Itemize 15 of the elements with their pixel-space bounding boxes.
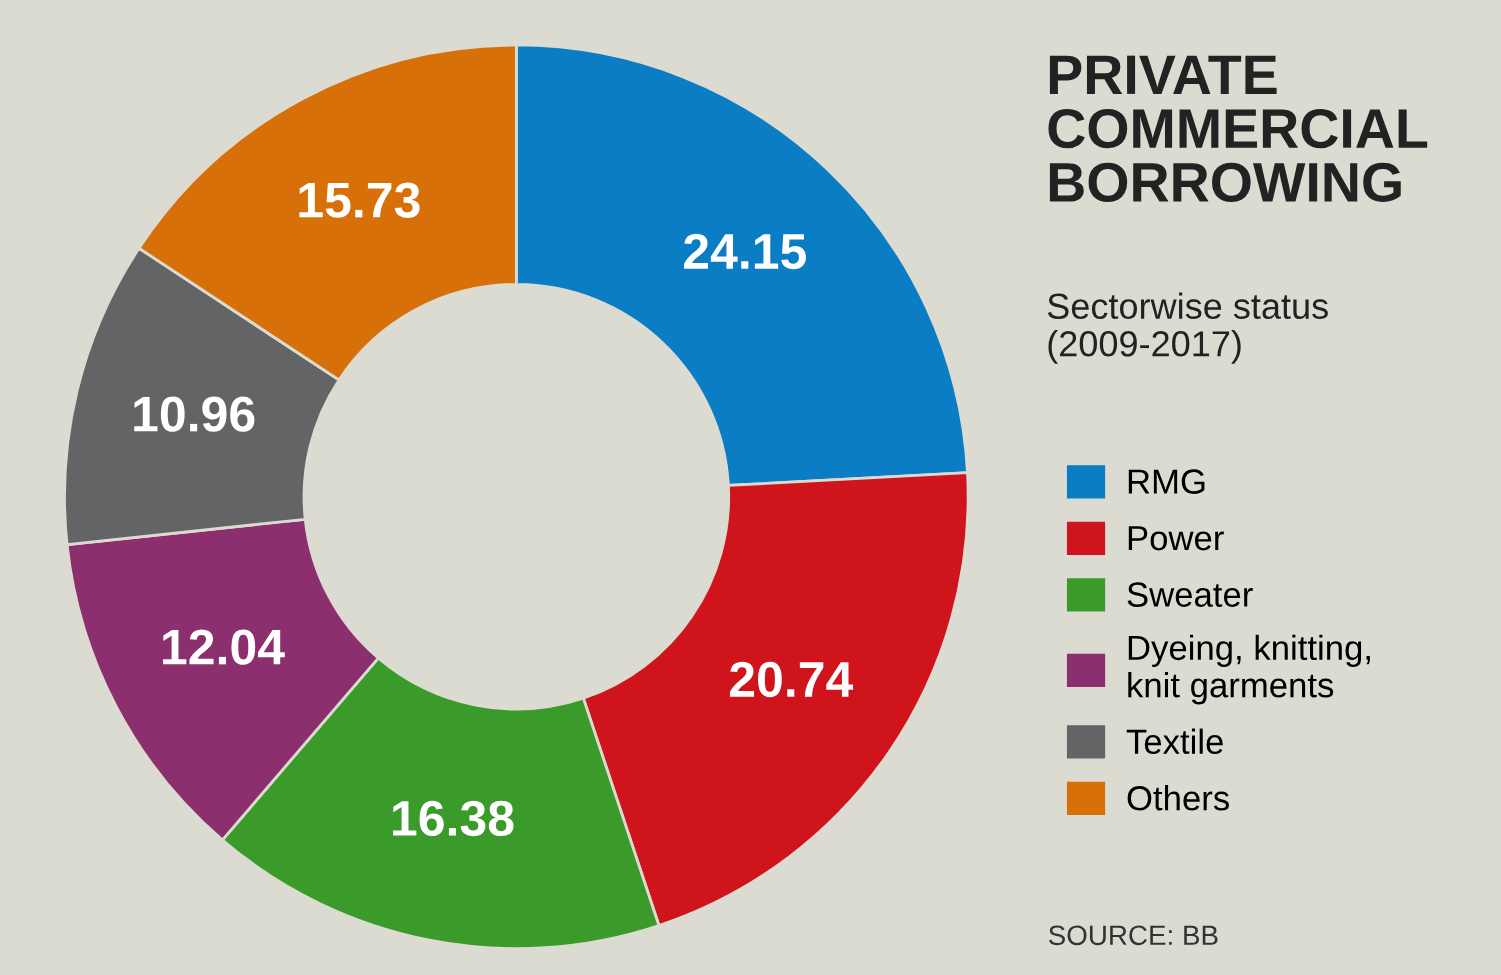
data-label: 10.96 [134,396,255,432]
legend-label: RMG [1128,469,1205,494]
source-note: SOURCE: BB [1048,925,1218,946]
data-label: 20.74 [729,661,854,698]
data-label: 15.73 [299,182,420,218]
legend-label: Power [1128,526,1224,551]
data-label: 24.15 [683,233,806,270]
legend-label: Others [1127,785,1229,811]
data-label: 16.38 [393,800,514,837]
legend-label: Dyeing, knitting, knit garments [1128,634,1370,705]
legend-label: Textile [1126,728,1223,755]
text: PRIVATE COMMERCIAL BORROWING [1048,55,1428,203]
data-label: 12.04 [163,629,285,665]
text: Sectorwise status (2009-2017) [1047,292,1328,364]
legend-label: Sweater [1127,582,1253,607]
